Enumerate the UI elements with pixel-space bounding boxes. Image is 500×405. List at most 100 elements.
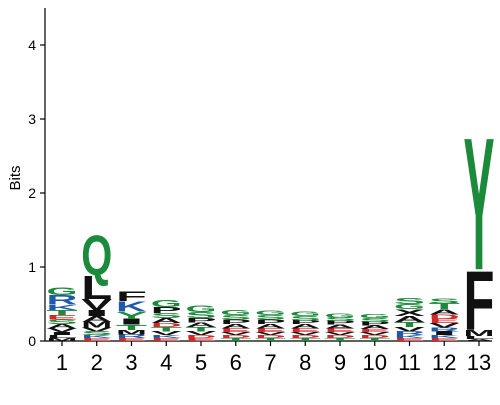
logo-letter-t: T <box>186 326 217 333</box>
logo-letter-s: S <box>325 317 356 323</box>
logo-letter-m: M <box>81 320 112 329</box>
logo-letter-v: V <box>151 330 182 336</box>
logo-letter-a: A <box>81 314 112 323</box>
logo-letter-e: E <box>359 328 390 333</box>
logo-letter-y: Y <box>116 310 147 321</box>
x-tick-label: 3 <box>125 350 137 375</box>
logo-letter-v: V <box>429 322 460 329</box>
logo-letter-r: R <box>394 331 425 337</box>
logo-letter-s: S <box>255 314 286 321</box>
x-tick-label: 7 <box>264 350 276 375</box>
logo-letter-e: E <box>429 337 460 342</box>
logo-letter-p: P <box>255 319 286 326</box>
logo-letter-t: T <box>429 302 460 311</box>
logo-letter-d: D <box>290 334 321 339</box>
x-tick-labels: 1 2 3 4 5 6 7 8 9 10 11 12 13 <box>56 341 491 375</box>
logo-letter-d: D <box>359 334 390 339</box>
logo-letter-v: V <box>81 327 112 333</box>
logo-letter-s: S <box>359 317 390 323</box>
logo-letter-g: G <box>255 310 286 317</box>
logo-letter-a: A <box>429 308 460 316</box>
logo-letter-v: V <box>186 330 217 336</box>
logo-letter-a: A <box>151 317 182 325</box>
logo-letter-a: A <box>290 323 321 330</box>
logo-letter-t: T <box>116 323 147 331</box>
logo-letter-v: V <box>255 331 286 336</box>
logo-letter-l: L <box>47 334 78 339</box>
logo-letter-e: E <box>81 337 112 342</box>
logo-letter-p: P <box>186 317 217 324</box>
logo-letter-g: G <box>325 313 356 319</box>
y-tick-label: 2 <box>28 185 36 201</box>
y-tick-label: 3 <box>28 111 36 127</box>
logo-letter-k: K <box>116 298 147 314</box>
logo-letter-g: G <box>151 298 182 309</box>
logo-letter-m: M <box>47 337 78 342</box>
logo-letter-t: T <box>220 337 251 342</box>
logo-letter-s: S <box>47 319 78 326</box>
logo-letter-g: G <box>394 303 425 311</box>
x-tick-label: 12 <box>432 350 456 375</box>
logo-letter-v: V <box>47 327 78 333</box>
logo-letter-e: E <box>325 328 356 334</box>
x-tick-label: 4 <box>160 350 172 375</box>
logo-letter-s: S <box>220 314 251 321</box>
logo-letter-a: A <box>394 314 425 323</box>
y-tick-label: 0 <box>28 333 36 349</box>
logo-letter-p: P <box>325 320 356 326</box>
logo-letter-r: R <box>116 334 147 340</box>
logo-letter-k: K <box>429 334 460 339</box>
logo-letter-v: V <box>359 331 390 336</box>
logo-letter-a: A <box>220 323 251 330</box>
logo-letter-d: D <box>255 334 286 339</box>
logo-letter-s: S <box>394 297 425 306</box>
logo-letter-g: G <box>290 310 321 317</box>
logo-letter-l: L <box>81 270 112 307</box>
logo-letter-t: T <box>151 326 182 333</box>
y-tick-label: 4 <box>28 37 36 53</box>
x-tick-label: 10 <box>363 350 387 375</box>
logo-letter-t: T <box>255 337 286 342</box>
logo-letter-i: I <box>81 308 112 317</box>
logo-letter-t: T <box>359 337 390 342</box>
logo-letter-e: E <box>151 337 182 342</box>
logo-letter-e: E <box>255 328 286 334</box>
logo-letter-a: A <box>255 323 286 330</box>
logo-letter-i: I <box>116 317 147 326</box>
logo-letter-x: X <box>394 308 426 318</box>
logo-letter-e: E <box>429 318 460 325</box>
logo-letter-i: I <box>47 331 78 336</box>
logo-letter-a: A <box>47 323 78 330</box>
x-tick-label: 6 <box>230 350 242 375</box>
logo-letter-a: A <box>186 322 217 329</box>
logo-letter-g: G <box>186 304 217 314</box>
logo-letter-t: T <box>394 320 425 328</box>
logo-letter-m: M <box>116 329 147 336</box>
logo-letter-f: F <box>116 289 147 304</box>
logo-letter-t: T <box>325 337 356 342</box>
logo-letter-r: R <box>429 327 460 333</box>
x-tick-label: 5 <box>195 350 207 375</box>
logo-letter-a: A <box>464 338 495 341</box>
logo-letter-e: E <box>220 328 251 334</box>
letter-stacks: MLIVASETKRGEKSVMAIVLQERMTIYKFEKVTDASPGED… <box>47 99 495 348</box>
logo-letter-d: D <box>151 322 182 328</box>
logo-letter-a: A <box>359 325 390 331</box>
logo-letter-e: E <box>186 337 217 342</box>
logo-letter-g: G <box>220 309 251 317</box>
logo-letter-t: T <box>290 337 321 342</box>
y-ticks: 0 1 2 3 4 <box>28 37 45 349</box>
logo-letter-v: V <box>220 331 251 336</box>
logo-letter-d: D <box>429 313 460 320</box>
logo-letter-e: E <box>116 337 147 342</box>
x-tick-label: 11 <box>398 350 421 375</box>
logo-letter-d: D <box>186 334 217 339</box>
logo-letter-k: K <box>151 334 182 339</box>
logo-letter-v: V <box>325 331 356 336</box>
logo-letter-g: G <box>359 314 390 320</box>
logo-letter-t: T <box>47 309 78 317</box>
logo-letter-p: P <box>220 319 251 326</box>
logo-letter-s: S <box>151 312 182 320</box>
logo-letter-e: E <box>394 337 425 342</box>
